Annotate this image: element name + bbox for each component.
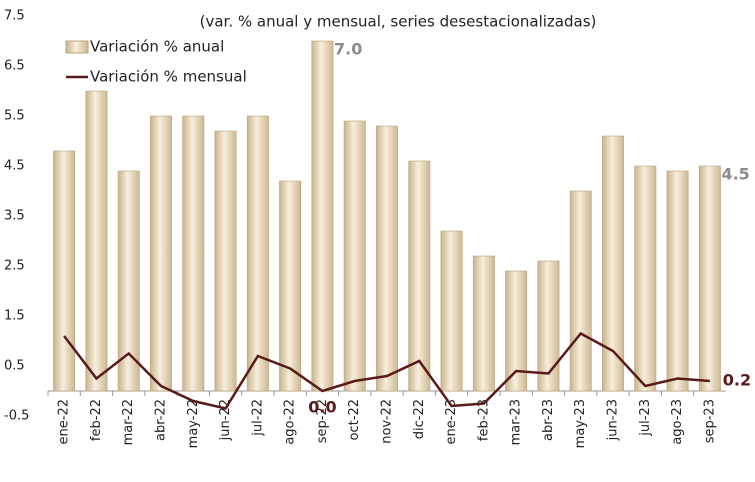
x-tick-label: jun-22 [218, 399, 233, 441]
y-tick-label: 1.5 [4, 309, 25, 324]
legend-swatch [65, 40, 89, 54]
bar [150, 115, 172, 392]
bar [117, 170, 140, 392]
bar [505, 270, 528, 392]
x-tick-label: nov-22 [380, 399, 395, 444]
bar [182, 115, 205, 392]
bar [85, 90, 108, 392]
x-tick-label: abr-22 [154, 399, 169, 441]
y-tick-label: 0.5 [4, 359, 25, 374]
bar [53, 150, 76, 392]
bar [408, 160, 431, 392]
bar [311, 40, 334, 392]
legend-label: Variación % anual [90, 38, 224, 56]
y-tick-label: 2.5 [4, 259, 25, 274]
x-tick-label: abr-23 [541, 399, 556, 441]
y-tick-label: 6.5 [4, 59, 25, 74]
bar [537, 260, 560, 392]
bar [634, 165, 657, 392]
data-label: 4.5 [721, 165, 749, 184]
y-tick-label: 7.5 [4, 9, 25, 24]
bar [214, 130, 237, 392]
bar [246, 115, 269, 392]
x-tick-label: may-22 [186, 399, 201, 448]
y-tick-label: -0.5 [4, 409, 29, 424]
bar [698, 165, 721, 392]
x-tick-label: oct-22 [347, 399, 362, 440]
x-tick-label: ago-22 [283, 399, 298, 445]
x-tick-label: jul-23 [638, 399, 653, 437]
y-tick-label: 5.5 [4, 109, 25, 124]
x-tick-label: jul-22 [250, 399, 265, 437]
x-tick-label: jun-23 [606, 399, 621, 441]
legend-label: Variación % mensual [90, 68, 247, 86]
x-tick-label: sep-23 [702, 399, 717, 443]
x-tick-label: mar-22 [121, 399, 136, 445]
data-label: 0.0 [308, 398, 336, 417]
x-tick-label: sep-22 [315, 399, 330, 443]
x-tick-label: dic-22 [412, 399, 427, 439]
data-label: 0.2 [723, 371, 751, 390]
x-tick-label: ago-23 [670, 399, 685, 445]
x-tick-label: feb-23 [476, 399, 491, 441]
x-tick-label: may-23 [573, 399, 588, 448]
x-tick-label: mar-23 [509, 399, 524, 445]
y-tick-label: 3.5 [4, 209, 25, 224]
line [63, 331, 710, 410]
bar [472, 255, 495, 392]
bar [279, 180, 302, 392]
bar [602, 135, 624, 392]
chart-title: (var. % anual y mensual, series desestac… [200, 13, 597, 31]
bar [569, 190, 592, 392]
x-tick-label: ene-23 [444, 399, 459, 444]
data-label: 7.0 [334, 40, 362, 59]
y-tick-label: 4.5 [4, 159, 25, 174]
x-tick-label: ene-22 [57, 399, 72, 444]
bar [376, 125, 398, 392]
bar [440, 230, 463, 392]
bar [666, 170, 689, 392]
bar [343, 120, 366, 392]
x-tick-label: feb-22 [89, 399, 104, 441]
